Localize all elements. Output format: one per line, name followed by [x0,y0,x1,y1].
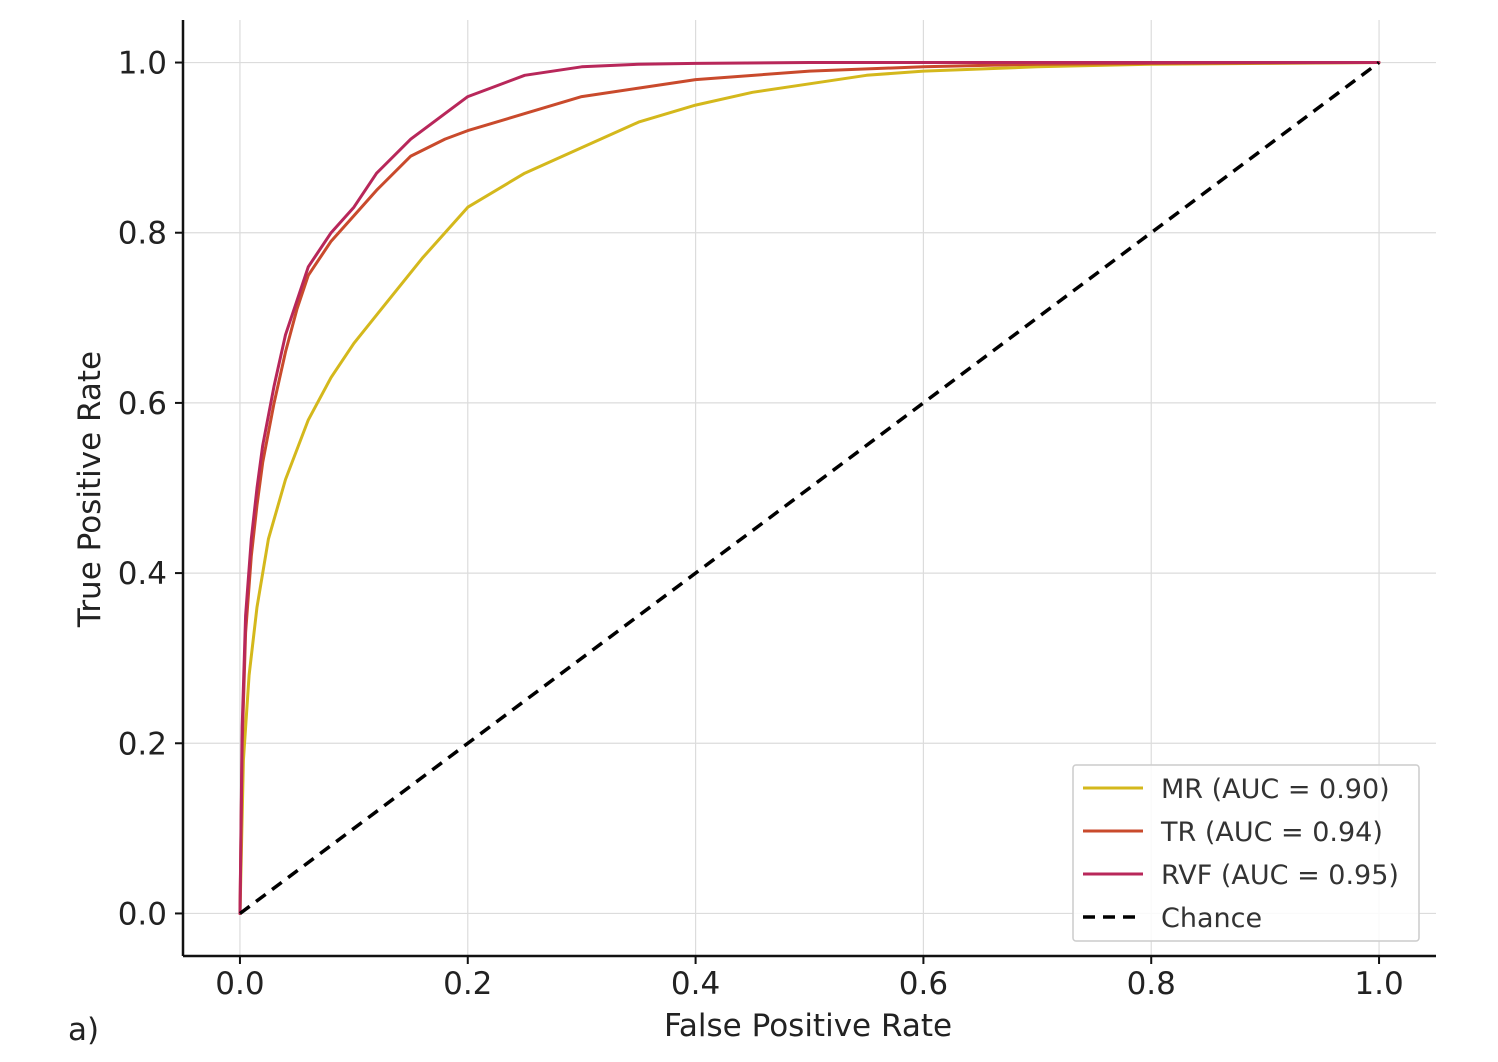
series-line-1 [238,61,1381,915]
y-tick-label: 0.8 [118,216,167,252]
grid-lines [183,20,1436,956]
x-ticks: 0.0 0.2 0.4 0.6 0.8 1.0 [215,956,1404,1002]
legend-label-1: MR (AUC = 0.90) [1161,774,1390,805]
y-tick-label: 0.2 [118,726,167,762]
x-tick-label: 1.0 [1354,966,1403,1002]
y-tick-label: 0.6 [118,386,167,422]
panel-label: a) [68,1012,99,1048]
series-layer [238,61,1381,915]
x-tick-label: 0.8 [1127,966,1176,1002]
series-line-2 [238,61,1381,915]
y-axis-label: True Positive Rate [72,351,108,628]
x-tick-label: 0.2 [443,966,492,1002]
legend-label-4: Chance [1161,903,1262,934]
x-tick-label: 0.0 [215,966,264,1002]
x-tick-label: 0.6 [899,966,948,1002]
legend-box [1072,764,1420,942]
series-line-4 [238,61,1381,915]
x-tick-label: 0.4 [671,966,720,1002]
legend-label-3: RVF (AUC = 0.95) [1161,860,1399,891]
x-axis-label: False Positive Rate [664,1008,952,1044]
axes [181,20,1436,958]
y-tick-label: 0.4 [118,556,167,592]
legend-label-2: TR (AUC = 0.94) [1160,817,1383,848]
y-tick-label: 0.0 [118,896,167,932]
y-ticks: 0.0 0.2 0.4 0.6 0.8 1.0 [118,46,183,932]
series-line-3 [238,61,1381,915]
legend: MR (AUC = 0.90) TR (AUC = 0.94) RVF (AUC =… [1072,764,1420,942]
y-tick-label: 1.0 [118,46,167,82]
